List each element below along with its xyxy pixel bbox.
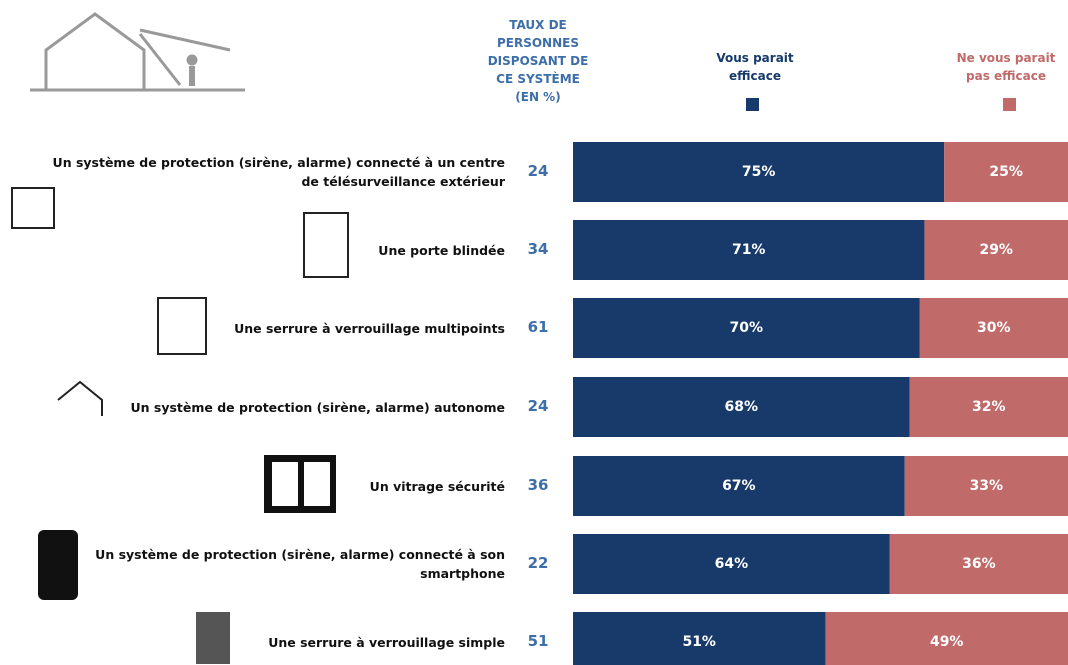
rate-value: 24 <box>520 397 556 416</box>
value-label: 64% <box>715 556 749 572</box>
value-label: 36% <box>962 556 996 572</box>
category-label: Une serrure à verrouillage multipoints <box>35 319 505 338</box>
value-label: 75% <box>742 164 776 180</box>
legend-swatch <box>746 98 759 111</box>
value-label: 71% <box>732 242 766 258</box>
rate-value: 61 <box>520 318 556 337</box>
rates-title-line: DISPOSANT DE <box>480 52 596 70</box>
rates-title-line: CE SYSTÈME <box>480 70 596 88</box>
value-label: 32% <box>972 399 1006 415</box>
page: 75% 25% 71% 29% 70% 30% 68% 32% 67% 33% 64% 36% 51% 4… <box>0 0 1068 665</box>
legend-label: Ne vous parait pas efficace <box>946 49 1066 85</box>
rate-value: 34 <box>520 240 556 259</box>
category-label: Une porte blindée <box>35 241 505 260</box>
rate-value: 24 <box>520 162 556 181</box>
value-label: 29% <box>979 242 1013 258</box>
value-label: 49% <box>930 634 964 650</box>
rate-value: 22 <box>520 554 556 573</box>
category-label: Un système de protection (sirène, alarme… <box>35 545 505 583</box>
category-label: Un système de protection (sirène, alarme… <box>35 398 505 417</box>
value-label: 70% <box>729 320 763 336</box>
value-label: 68% <box>725 399 759 415</box>
house-icon <box>30 14 245 90</box>
value-label: 25% <box>989 164 1023 180</box>
category-label: Un vitrage sécurité <box>35 477 505 496</box>
value-label: 67% <box>722 478 756 494</box>
rates-title-line: PERSONNES <box>480 34 596 52</box>
rate-value: 36 <box>520 476 556 495</box>
legend-label: Vous parait efficace <box>690 49 820 85</box>
rates-title-line: (EN %) <box>480 88 596 106</box>
rate-value: 51 <box>520 632 556 651</box>
category-label: Une serrure à verrouillage simple <box>35 633 505 652</box>
value-label: 30% <box>977 320 1011 336</box>
value-label: 33% <box>970 478 1004 494</box>
rates-title-line: TAUX DE <box>480 16 596 34</box>
legend-swatch <box>1003 98 1016 111</box>
value-label: 51% <box>682 634 716 650</box>
category-label: Un système de protection (sirène, alarme… <box>35 153 505 191</box>
